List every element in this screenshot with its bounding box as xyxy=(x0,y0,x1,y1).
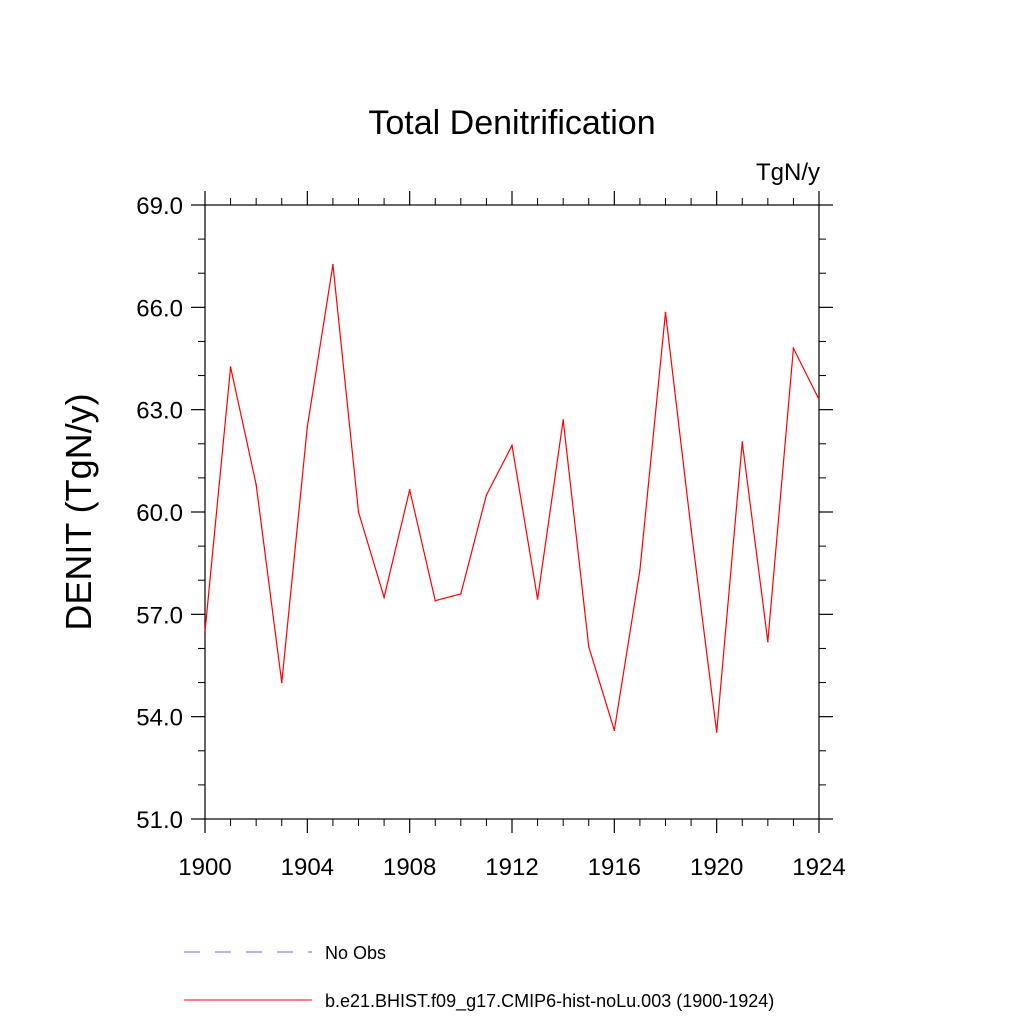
data-point xyxy=(690,528,692,530)
data-point xyxy=(204,630,206,633)
x-tick-label: 1924 xyxy=(792,854,845,881)
y-tick-label: 54.0 xyxy=(136,705,183,732)
data-point xyxy=(229,366,232,368)
data-point xyxy=(485,494,488,496)
x-tick-label: 1916 xyxy=(588,854,641,881)
data-point xyxy=(664,311,667,314)
data-point xyxy=(255,483,257,486)
y-axis: 51.0 54.0 57.0 60.0 63.0 66.0 69.0 xyxy=(136,193,833,834)
data-point xyxy=(460,593,462,595)
data-point xyxy=(741,441,744,443)
legend-label: b.e21.BHIST.f09_g17.CMIP6-hist-noLu.003 … xyxy=(325,991,774,1012)
data-point xyxy=(792,347,795,350)
data-point xyxy=(715,731,718,733)
units-label: TgN/y xyxy=(756,159,820,186)
plot-frame xyxy=(204,204,820,820)
y-tick-label: 60.0 xyxy=(136,500,183,527)
y-tick-label: 66.0 xyxy=(136,295,183,322)
data-point xyxy=(613,729,616,732)
data-point xyxy=(536,598,539,600)
legend-label: No Obs xyxy=(325,943,386,963)
series-layer xyxy=(204,263,820,733)
x-tick-label: 1920 xyxy=(690,854,743,881)
data-point xyxy=(280,681,283,684)
data-point xyxy=(562,419,564,421)
y-tick-label: 69.0 xyxy=(136,193,183,220)
data-point xyxy=(332,263,334,266)
data-point xyxy=(818,398,820,401)
data-point xyxy=(639,569,641,571)
x-tick-label: 1908 xyxy=(383,854,436,881)
x-axis: 1900 1904 1908 1912 1916 1920 1924 xyxy=(178,191,846,881)
y-tick-label: 51.0 xyxy=(136,807,183,834)
data-point xyxy=(434,599,437,602)
x-tick-label: 1900 xyxy=(178,854,231,881)
legend: No Obs b.e21.BHIST.f09_g17.CMIP6-hist-noL… xyxy=(184,943,774,1012)
x-tick-label: 1912 xyxy=(485,854,538,881)
series-line-1 xyxy=(204,264,820,733)
data-point xyxy=(767,640,769,643)
data-point xyxy=(357,511,360,513)
y-tick-label: 57.0 xyxy=(136,602,183,629)
data-point xyxy=(408,489,411,491)
x-tick-label: 1904 xyxy=(281,854,334,881)
data-point xyxy=(306,425,309,428)
y-axis-label: DENIT (TgN/y) xyxy=(58,393,99,630)
data-point xyxy=(383,596,385,599)
chart-title: Total Denitrification xyxy=(368,104,655,142)
data-point xyxy=(587,645,590,648)
y-tick-label: 63.0 xyxy=(136,398,183,425)
data-point xyxy=(511,444,513,447)
